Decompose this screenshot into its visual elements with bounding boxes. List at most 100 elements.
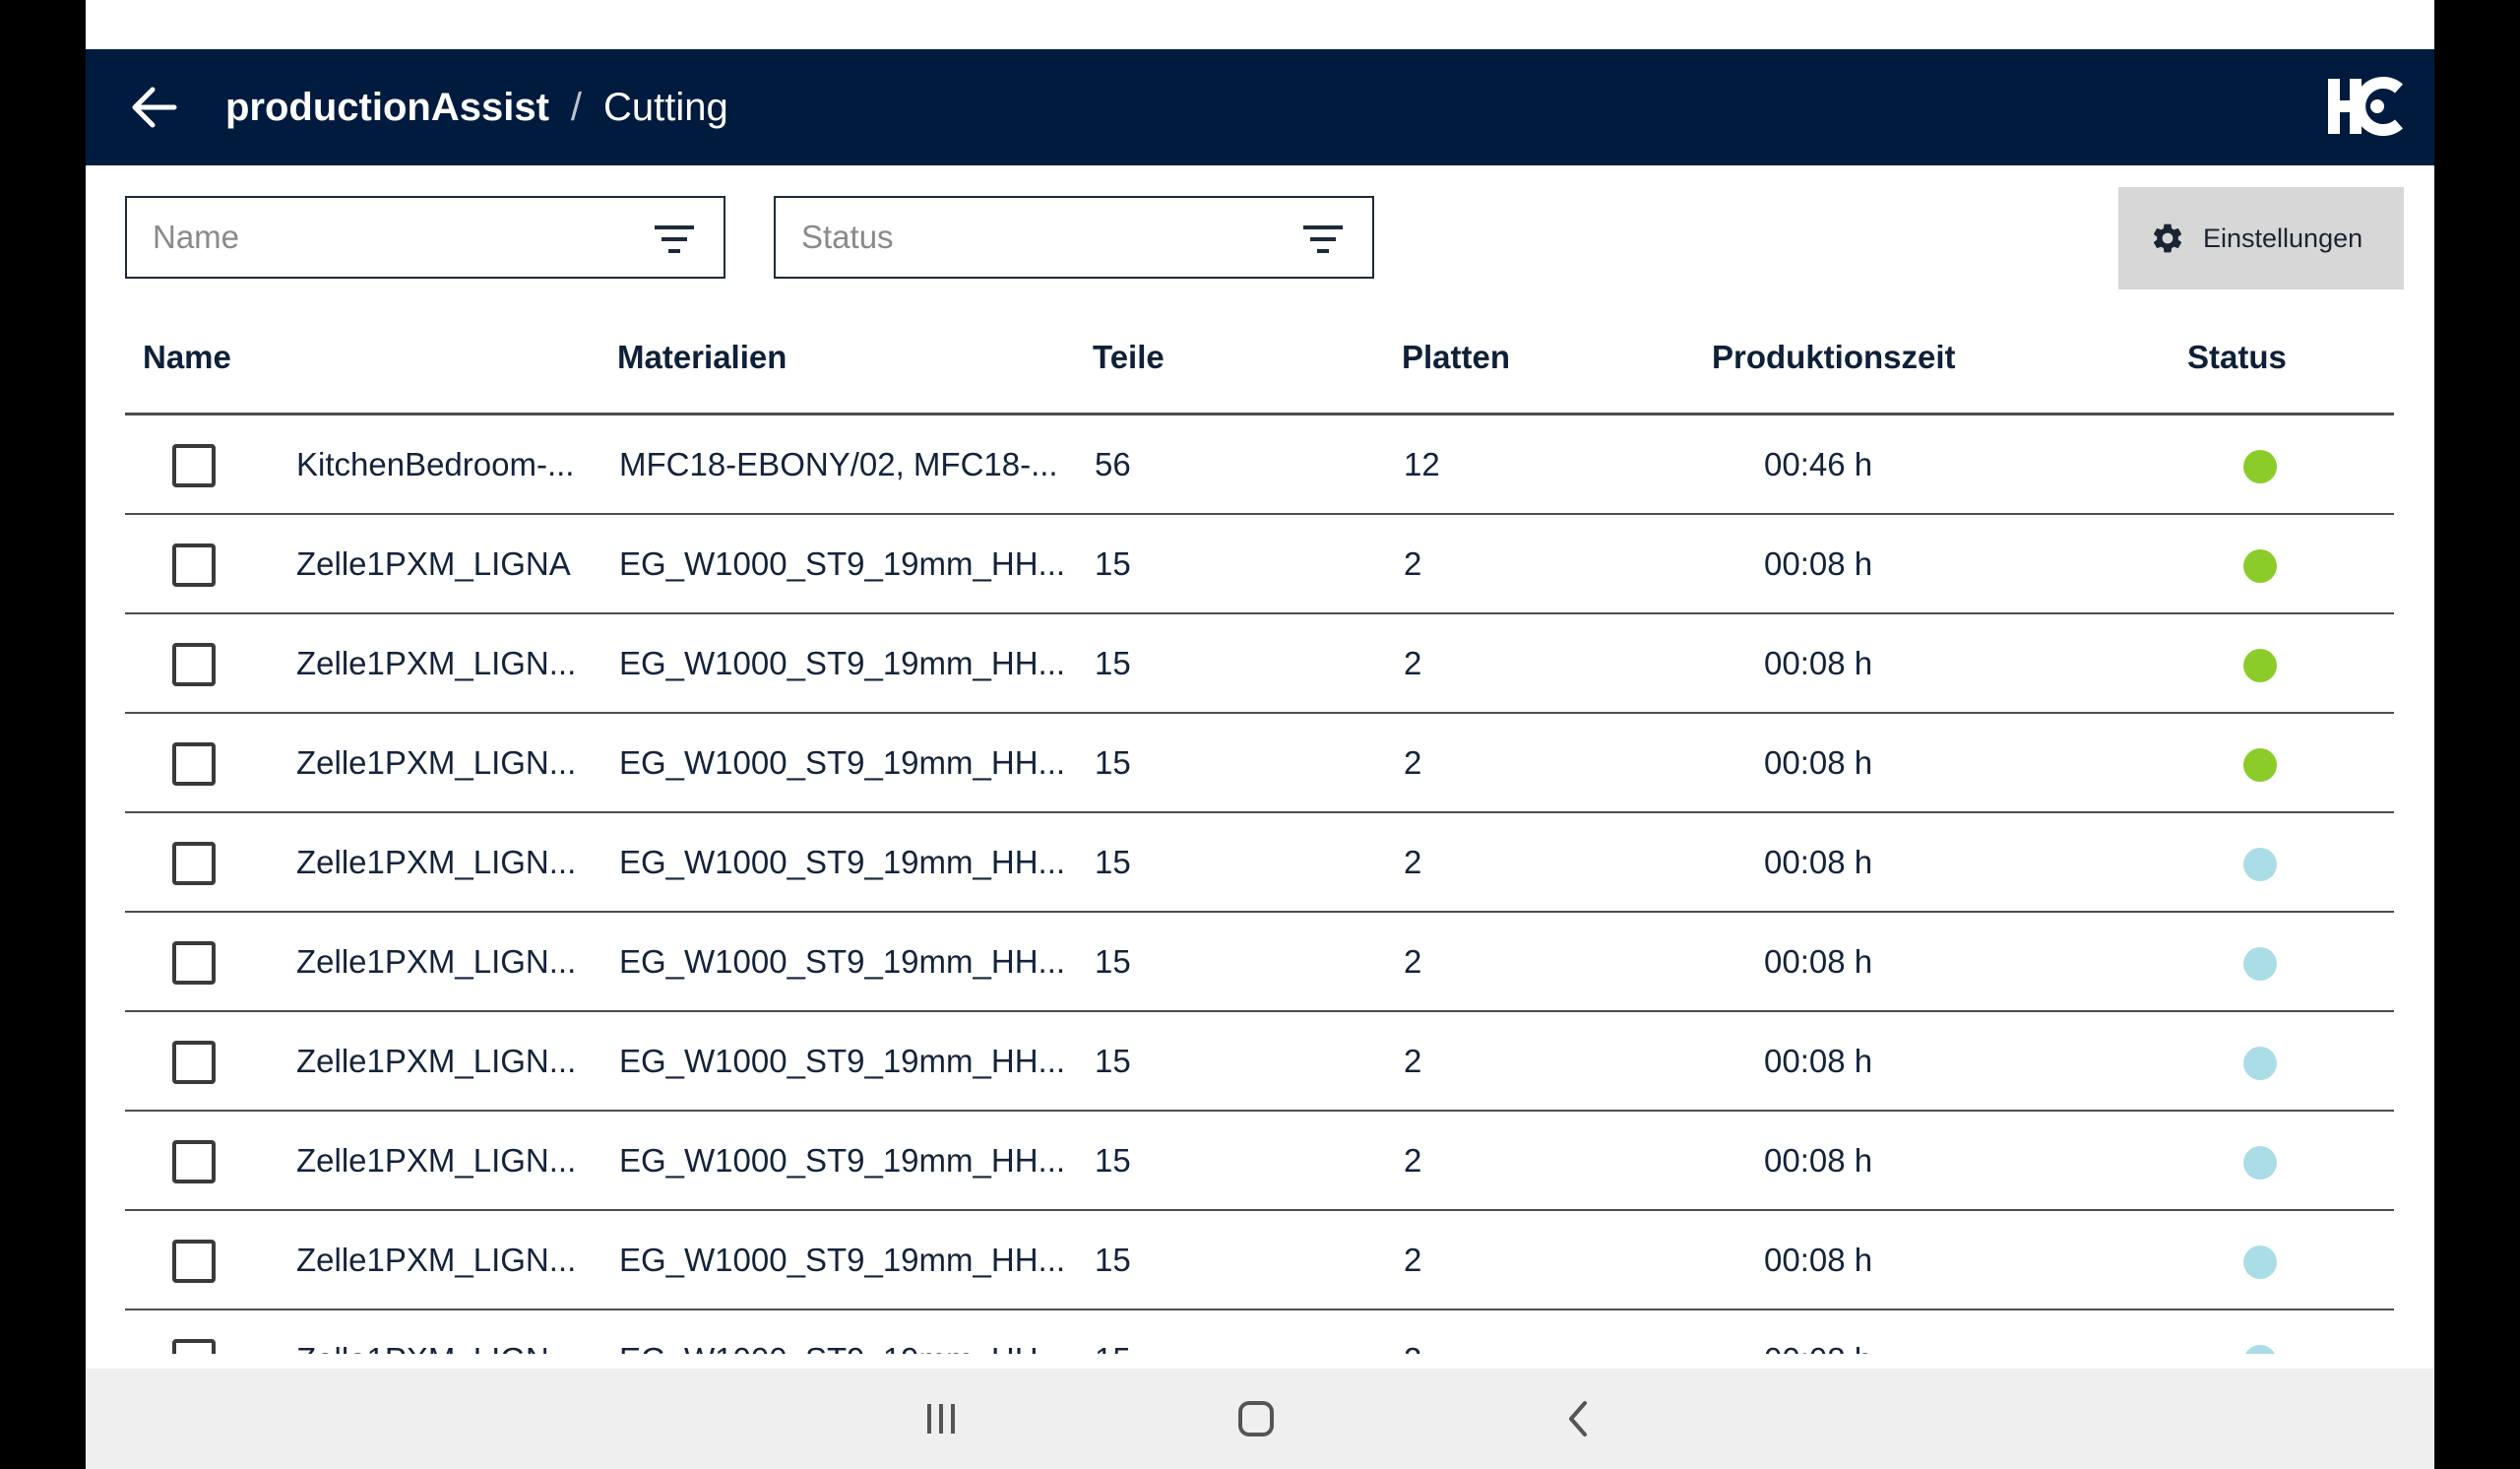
cell-parts: 15 (1095, 1142, 1131, 1179)
column-header-materials[interactable]: Materialien (617, 339, 788, 375)
cell-materials: EG_W1000_ST9_19mm_HH... (619, 1142, 1066, 1179)
column-header-name[interactable]: Name (143, 339, 231, 375)
status-indicator (2243, 1146, 2277, 1180)
settings-button[interactable]: Einstellungen (2118, 187, 2404, 289)
cell-parts: 15 (1095, 1341, 1131, 1354)
table-row[interactable]: Zelle1PXM_LIGN... EG_W1000_ST9_19mm_HH..… (125, 1211, 2394, 1310)
row-checkbox[interactable] (172, 1240, 216, 1283)
column-header-plates[interactable]: Platten (1402, 339, 1511, 375)
back-nav-button[interactable] (1548, 1394, 1607, 1443)
cell-parts: 15 (1095, 545, 1131, 582)
cell-production-time: 00:08 h (1764, 943, 1873, 980)
cell-production-time: 00:08 h (1764, 1341, 1872, 1354)
table-row[interactable]: Zelle1PXM_LIGN... EG_W1000_ST9_19mm_HH..… (125, 813, 2394, 913)
cell-materials: EG_W1000_ST9_19mm_HH... (619, 943, 1066, 980)
cell-plates: 2 (1404, 645, 1422, 681)
cell-name: Zelle1PXM_LIGN... (296, 744, 577, 781)
cell-plates: 2 (1404, 943, 1422, 980)
status-indicator (2243, 549, 2277, 583)
cell-parts: 15 (1095, 645, 1131, 681)
cell-name: Zelle1PXM_LIGN... (296, 1341, 576, 1354)
status-indicator (2243, 947, 2277, 981)
cell-materials: MFC18-EBONY/02, MFC18-... (619, 446, 1058, 482)
status-filter-field[interactable] (774, 196, 1374, 279)
breadcrumb: productionAssist / Cutting (225, 49, 728, 165)
row-checkbox[interactable] (172, 643, 216, 686)
cell-plates: 12 (1404, 446, 1440, 482)
column-header-status[interactable]: Status (2187, 339, 2287, 375)
cell-production-time: 00:08 h (1764, 1142, 1873, 1179)
cell-plates: 2 (1404, 1242, 1422, 1278)
cell-parts: 15 (1095, 943, 1131, 980)
cell-production-time: 00:08 h (1764, 545, 1873, 582)
row-checkbox[interactable] (172, 742, 216, 786)
back-nav-icon (1569, 1401, 1587, 1437)
cell-plates: 2 (1404, 844, 1422, 880)
breadcrumb-app-name[interactable]: productionAssist (225, 85, 549, 129)
home-icon (1238, 1401, 1274, 1437)
app-bar: productionAssist / Cutting (86, 49, 2434, 165)
table-row[interactable]: Zelle1PXM_LIGN... EG_W1000_ST9_19mm_HH..… (125, 1112, 2394, 1211)
table-row[interactable]: Zelle1PXM_LIGNA EG_W1000_ST9_19mm_HH... … (125, 515, 2394, 614)
cell-plates: 2 (1404, 1043, 1422, 1079)
home-button[interactable] (1227, 1394, 1286, 1443)
column-header-production-time[interactable]: Produktionszeit (1712, 339, 1956, 375)
back-button[interactable] (125, 78, 184, 137)
cutting-jobs-table: Name Materialien Teile Platten Produktio… (125, 315, 2394, 1354)
table-row[interactable]: Zelle1PXM_LIGN... EG_W1000_ST9_19mm_HH..… (125, 1310, 2394, 1354)
filter-icon[interactable] (655, 224, 694, 255)
cell-name: Zelle1PXM_LIGNA (296, 545, 571, 582)
row-checkbox[interactable] (172, 842, 216, 885)
row-checkbox[interactable] (172, 444, 216, 487)
settings-button-label: Einstellungen (2203, 223, 2363, 253)
breadcrumb-separator: / (570, 85, 583, 129)
cell-parts: 15 (1095, 1043, 1131, 1079)
cell-parts: 56 (1095, 446, 1131, 482)
cell-parts: 15 (1095, 1242, 1131, 1278)
table-row[interactable]: Zelle1PXM_LIGN... EG_W1000_ST9_19mm_HH..… (125, 1012, 2394, 1112)
cell-materials: EG_W1000_ST9_19mm_HH... (619, 1341, 1065, 1354)
cell-plates: 2 (1404, 744, 1422, 781)
recent-apps-icon (927, 1404, 955, 1434)
table-row[interactable]: Zelle1PXM_LIGN... EG_W1000_ST9_19mm_HH..… (125, 714, 2394, 813)
cell-production-time: 00:08 h (1764, 1242, 1873, 1278)
status-indicator (2243, 748, 2277, 782)
status-indicator (2243, 450, 2277, 483)
row-checkbox[interactable] (172, 543, 216, 587)
cell-production-time: 00:08 h (1764, 1043, 1873, 1079)
cell-name: Zelle1PXM_LIGN... (296, 645, 577, 681)
table-row[interactable]: Zelle1PXM_LIGN... EG_W1000_ST9_19mm_HH..… (125, 614, 2394, 714)
table-header: Name Materialien Teile Platten Produktio… (125, 315, 2394, 415)
breadcrumb-page-name: Cutting (603, 85, 728, 129)
cell-materials: EG_W1000_ST9_19mm_HH... (619, 545, 1066, 582)
row-checkbox[interactable] (172, 941, 216, 985)
name-filter-field[interactable] (125, 196, 725, 279)
row-checkbox[interactable] (172, 1339, 216, 1354)
table-row[interactable]: Zelle1PXM_LIGN... EG_W1000_ST9_19mm_HH..… (125, 913, 2394, 1012)
column-header-parts[interactable]: Teile (1093, 339, 1165, 375)
hc-logo (2328, 77, 2403, 136)
row-checkbox[interactable] (172, 1140, 216, 1183)
cell-name: Zelle1PXM_LIGN... (296, 844, 577, 880)
cell-production-time: 00:08 h (1764, 645, 1873, 681)
table-viewport[interactable]: Name Materialien Teile Platten Produktio… (86, 315, 2434, 1354)
cell-materials: EG_W1000_ST9_19mm_HH... (619, 1242, 1066, 1278)
recent-apps-button[interactable] (912, 1394, 971, 1443)
status-indicator (2243, 1345, 2277, 1354)
cell-materials: EG_W1000_ST9_19mm_HH... (619, 744, 1066, 781)
status-indicator (2243, 848, 2277, 881)
cell-production-time: 00:46 h (1764, 446, 1873, 482)
filter-icon[interactable] (1303, 224, 1343, 255)
name-filter-input[interactable] (153, 219, 625, 256)
table-row[interactable]: KitchenBedroom-... MFC18-EBONY/02, MFC18… (125, 415, 2394, 515)
cell-name: Zelle1PXM_LIGN... (296, 943, 577, 980)
table-body: KitchenBedroom-... MFC18-EBONY/02, MFC18… (125, 415, 2394, 1354)
row-checkbox[interactable] (172, 1041, 216, 1084)
cell-name: KitchenBedroom-... (296, 446, 575, 482)
status-indicator (2243, 1047, 2277, 1080)
system-navigation-bar (86, 1369, 2434, 1469)
cell-materials: EG_W1000_ST9_19mm_HH... (619, 1043, 1066, 1079)
arrow-left-icon (132, 87, 177, 128)
status-filter-input[interactable] (801, 219, 1274, 256)
cell-plates: 2 (1404, 1341, 1421, 1354)
